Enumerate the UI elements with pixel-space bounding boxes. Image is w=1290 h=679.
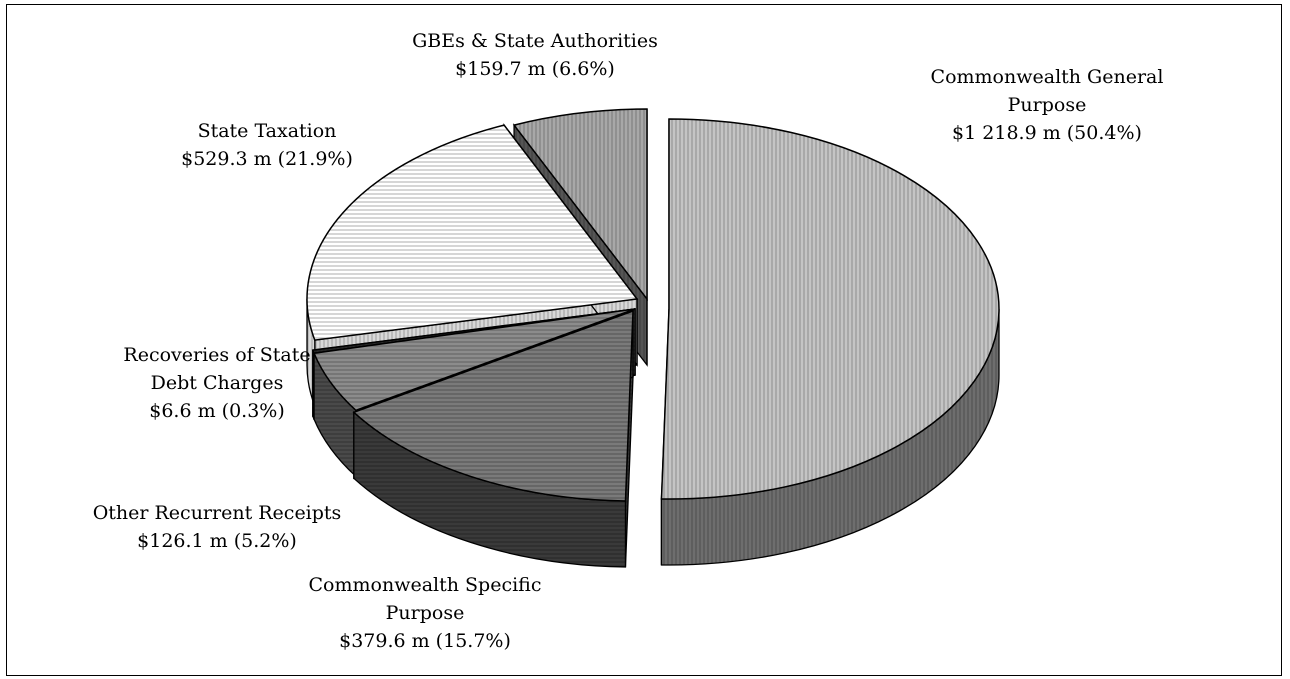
slice-label-st-line-1: State Taxation (197, 120, 337, 142)
slice-label-cgp-line-1: Commonwealth General (930, 66, 1164, 88)
pie-slice-gbe-top (512, 108, 648, 302)
slice-label-gbe: GBEs & State Authorities $159.7 m (6.6%) (365, 27, 705, 83)
slice-label-st: State Taxation $529.3 m (21.9%) (147, 117, 387, 173)
slice-label-gbe-value: $159.7 m (6.6%) (455, 58, 615, 80)
pie-slice-st-top (306, 124, 639, 341)
slice-label-orr-value: $126.1 m (5.2%) (137, 530, 297, 552)
slice-label-orr: Other Recurrent Receipts $126.1 m (5.2%) (67, 499, 367, 555)
slice-label-csp-line-2: Purpose (385, 602, 465, 624)
slice-label-rsdc: Recoveries of State Debt Charges $6.6 m … (97, 341, 337, 425)
slice-label-rsdc-line-1: Recoveries of State (123, 344, 311, 366)
pie-slice-csp (352, 309, 634, 568)
slice-label-rsdc-line-2: Debt Charges (150, 372, 284, 394)
pie-slice-csp-top (352, 309, 634, 502)
slice-label-gbe-line-1: GBEs & State Authorities (412, 30, 658, 52)
pie-slice-cgp-top (660, 118, 1000, 500)
chart-frame: GBEs & State Authorities $159.7 m (6.6%)… (6, 4, 1282, 676)
slice-label-rsdc-value: $6.6 m (0.3%) (149, 400, 285, 422)
slice-label-orr-line-1: Other Recurrent Receipts (92, 502, 342, 524)
slice-label-csp: Commonwealth Specific Purpose $379.6 m (… (275, 571, 575, 655)
slice-label-cgp-value: $1 218.9 m (50.4%) (952, 122, 1142, 144)
slice-label-cgp: Commonwealth General Purpose $1 218.9 m … (897, 63, 1197, 147)
pie-slice-orr-top (313, 308, 636, 412)
slice-label-st-value: $529.3 m (21.9%) (181, 148, 353, 170)
pie-slice-cgp (660, 118, 1000, 566)
slice-label-csp-line-1: Commonwealth Specific (308, 574, 542, 596)
slice-label-cgp-line-2: Purpose (1007, 94, 1087, 116)
pie-chart (306, 108, 1000, 568)
slice-label-csp-value: $379.6 m (15.7%) (339, 630, 511, 652)
